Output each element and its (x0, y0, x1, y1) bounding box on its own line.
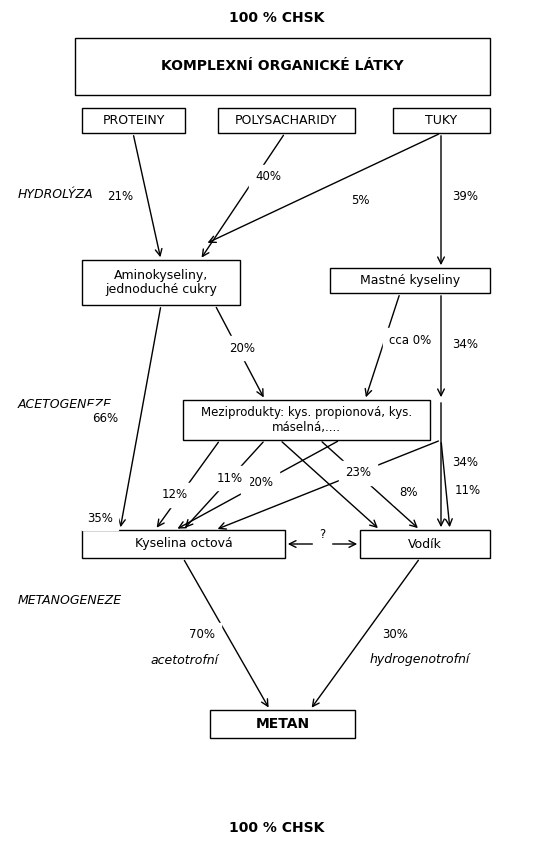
Bar (360, 530, 490, 558)
Text: 8%: 8% (399, 486, 417, 498)
Bar (210, 710, 355, 738)
Text: 100 % CHSK: 100 % CHSK (229, 11, 325, 25)
Text: 35%: 35% (87, 512, 113, 525)
Text: PROTEINY: PROTEINY (102, 114, 165, 127)
Bar (82, 108, 185, 133)
Text: 20%: 20% (229, 342, 255, 354)
Text: HYDROLÝZA: HYDROLÝZA (18, 189, 94, 201)
Text: Vodík: Vodík (408, 537, 442, 551)
Text: Aminokyseliny,
jednoduché cukry: Aminokyseliny, jednoduché cukry (105, 268, 217, 296)
Bar (183, 400, 430, 440)
Text: 70%: 70% (189, 629, 215, 641)
Text: 12%: 12% (162, 488, 188, 502)
Text: 11%: 11% (455, 484, 481, 497)
Text: 21%: 21% (107, 190, 133, 204)
Text: METANOGENEZE: METANOGENEZE (18, 594, 122, 607)
Bar (82, 260, 240, 305)
Text: METAN: METAN (255, 717, 310, 731)
Text: POLYSACHARIDY: POLYSACHARIDY (235, 114, 338, 127)
Bar (75, 38, 490, 95)
Text: acetotrofní: acetotrofní (151, 653, 219, 667)
Text: 66%: 66% (92, 411, 118, 425)
Text: 40%: 40% (255, 171, 281, 184)
Text: 39%: 39% (452, 190, 478, 204)
Text: ?: ? (319, 528, 325, 541)
Text: TUKY: TUKY (425, 114, 458, 127)
Text: hydrogenotrofní: hydrogenotrofní (370, 653, 470, 667)
Text: 100 % CHSK: 100 % CHSK (229, 821, 325, 835)
Text: 5%: 5% (351, 194, 370, 206)
Text: cca 0%: cca 0% (389, 333, 431, 347)
Text: 30%: 30% (382, 629, 408, 641)
Text: 34%: 34% (452, 338, 478, 351)
Text: 20%: 20% (247, 475, 273, 488)
Bar (82, 530, 285, 558)
Bar (330, 268, 490, 293)
Text: Meziprodukty: kys. propionová, kys.
máselná,....: Meziprodukty: kys. propionová, kys. máse… (201, 406, 412, 434)
Text: Kyselina octová: Kyselina octová (135, 537, 232, 551)
Bar (218, 108, 355, 133)
Text: Mastné kyseliny: Mastné kyseliny (360, 274, 460, 287)
Text: KOMPLEXNÍ ORGANICKÉ LÁTKY: KOMPLEXNÍ ORGANICKÉ LÁTKY (161, 59, 404, 74)
Text: 11%: 11% (217, 471, 243, 485)
Text: 34%: 34% (452, 455, 478, 469)
Text: 23%: 23% (345, 466, 371, 480)
Text: ACETOGENEZE: ACETOGENEZE (18, 398, 112, 411)
Bar (393, 108, 490, 133)
